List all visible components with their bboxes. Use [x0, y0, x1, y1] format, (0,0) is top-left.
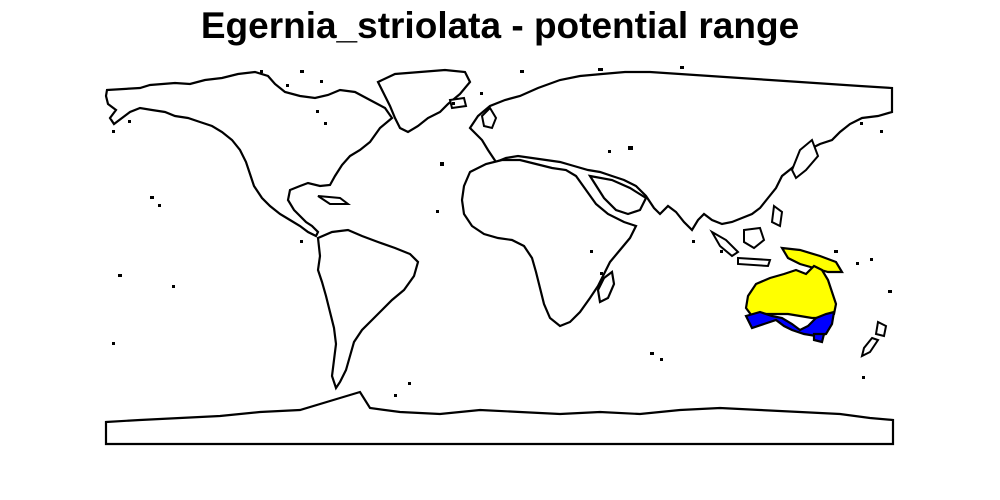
- range-new-guinea: [779, 246, 844, 274]
- landmass-sumatra: [709, 229, 740, 258]
- landmass-java: [737, 256, 772, 268]
- landmass-africa: [460, 158, 638, 328]
- map-title: Egernia_striolata - potential range: [200, 5, 800, 46]
- landmass-iceland: [448, 96, 468, 110]
- landmass-british-isles: [480, 106, 498, 130]
- range-australia-potential: [744, 264, 838, 320]
- landmass-south-america: [316, 228, 420, 391]
- landmass-madagascar: [596, 270, 616, 304]
- landmass-cuba: [317, 195, 351, 205]
- range-tasmania: [812, 332, 826, 344]
- landmass-new-zealand-south: [860, 336, 880, 358]
- landmass-new-zealand-north: [874, 320, 888, 338]
- landmass-arabia: [587, 174, 648, 216]
- landmass-north-america: [104, 70, 394, 238]
- landmass-antarctica: [104, 390, 895, 446]
- small-islands: [112, 66, 892, 397]
- landmass-eurasia: [468, 70, 894, 232]
- range-australia-core: [744, 310, 836, 338]
- landmass-japan: [790, 138, 820, 180]
- landmass-borneo: [743, 226, 766, 250]
- landmass-philippines: [770, 204, 784, 228]
- landmass-greenland: [376, 68, 472, 134]
